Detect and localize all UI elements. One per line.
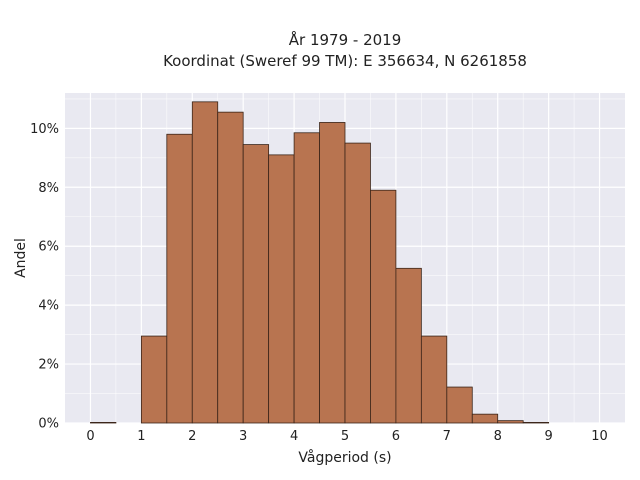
histogram-bar xyxy=(268,154,295,424)
x-tick-label: 9 xyxy=(544,429,552,444)
histogram-bar xyxy=(344,142,371,424)
x-tick-label: 1 xyxy=(137,429,145,444)
x-tick-label: 8 xyxy=(494,429,502,444)
x-tick-label: 10 xyxy=(591,429,608,444)
histogram-bar xyxy=(395,267,422,424)
x-tick-label: 3 xyxy=(239,429,247,444)
y-axis-label: Andel xyxy=(13,238,29,278)
histogram-bar xyxy=(191,101,219,424)
histogram-bar xyxy=(293,132,320,424)
x-tick-label: 4 xyxy=(290,429,298,444)
histogram-bar xyxy=(90,422,117,424)
histogram-bar xyxy=(242,144,270,424)
histogram-bar xyxy=(446,386,473,424)
x-axis-ticks: 0 1 2 3 4 5 6 7 8 9 10 xyxy=(86,429,608,444)
y-tick-label: 4% xyxy=(38,299,59,314)
histogram-bar xyxy=(166,133,193,424)
histogram-bar xyxy=(370,189,397,424)
x-tick-label: 0 xyxy=(86,429,94,444)
y-axis-ticks: 0% 2% 4% 6% 8% 10% xyxy=(30,122,59,432)
x-tick-label: 2 xyxy=(188,429,196,444)
y-tick-label: 2% xyxy=(38,358,59,373)
y-tick-label: 10% xyxy=(30,122,59,137)
y-tick-label: 8% xyxy=(38,181,59,196)
histogram-bar xyxy=(420,335,448,424)
histogram-bar xyxy=(522,422,550,424)
x-axis-label: Vågperiod (s) xyxy=(298,449,391,466)
y-tick-label: 6% xyxy=(38,240,59,255)
histogram-bar xyxy=(497,420,524,424)
x-tick-label: 5 xyxy=(341,429,349,444)
y-tick-label: 0% xyxy=(38,417,59,432)
x-tick-label: 7 xyxy=(443,429,451,444)
histogram-bar xyxy=(319,122,346,424)
chart-title-line-2: Koordinat (Sweref 99 TM): E 356634, N 62… xyxy=(163,52,527,70)
histogram-bar xyxy=(140,335,168,424)
x-tick-label: 6 xyxy=(392,429,400,444)
histogram-bar xyxy=(471,413,499,424)
bars xyxy=(90,101,550,424)
chart-title-line-1: År 1979 - 2019 xyxy=(289,30,402,49)
histogram-bar xyxy=(217,111,244,424)
